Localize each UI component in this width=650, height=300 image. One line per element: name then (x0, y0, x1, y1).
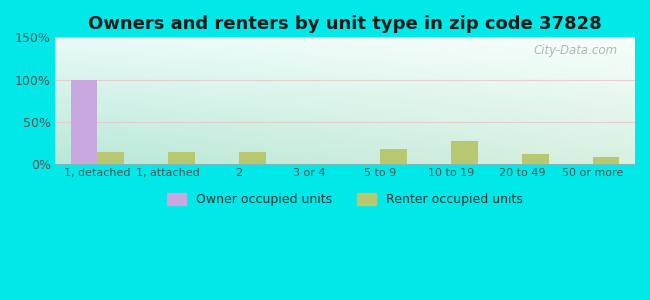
Bar (98, 152, 124, 164)
Bar (380, 149, 408, 164)
Bar (168, 152, 195, 164)
Bar (451, 140, 478, 164)
Title: Owners and renters by unit type in zip code 37828: Owners and renters by unit type in zip c… (88, 15, 602, 33)
Bar (239, 152, 266, 164)
Text: City-Data.com: City-Data.com (534, 44, 618, 57)
Bar (522, 154, 549, 164)
Bar (593, 157, 619, 164)
Bar (71, 80, 97, 164)
Legend: Owner occupied units, Renter occupied units: Owner occupied units, Renter occupied un… (162, 188, 528, 211)
